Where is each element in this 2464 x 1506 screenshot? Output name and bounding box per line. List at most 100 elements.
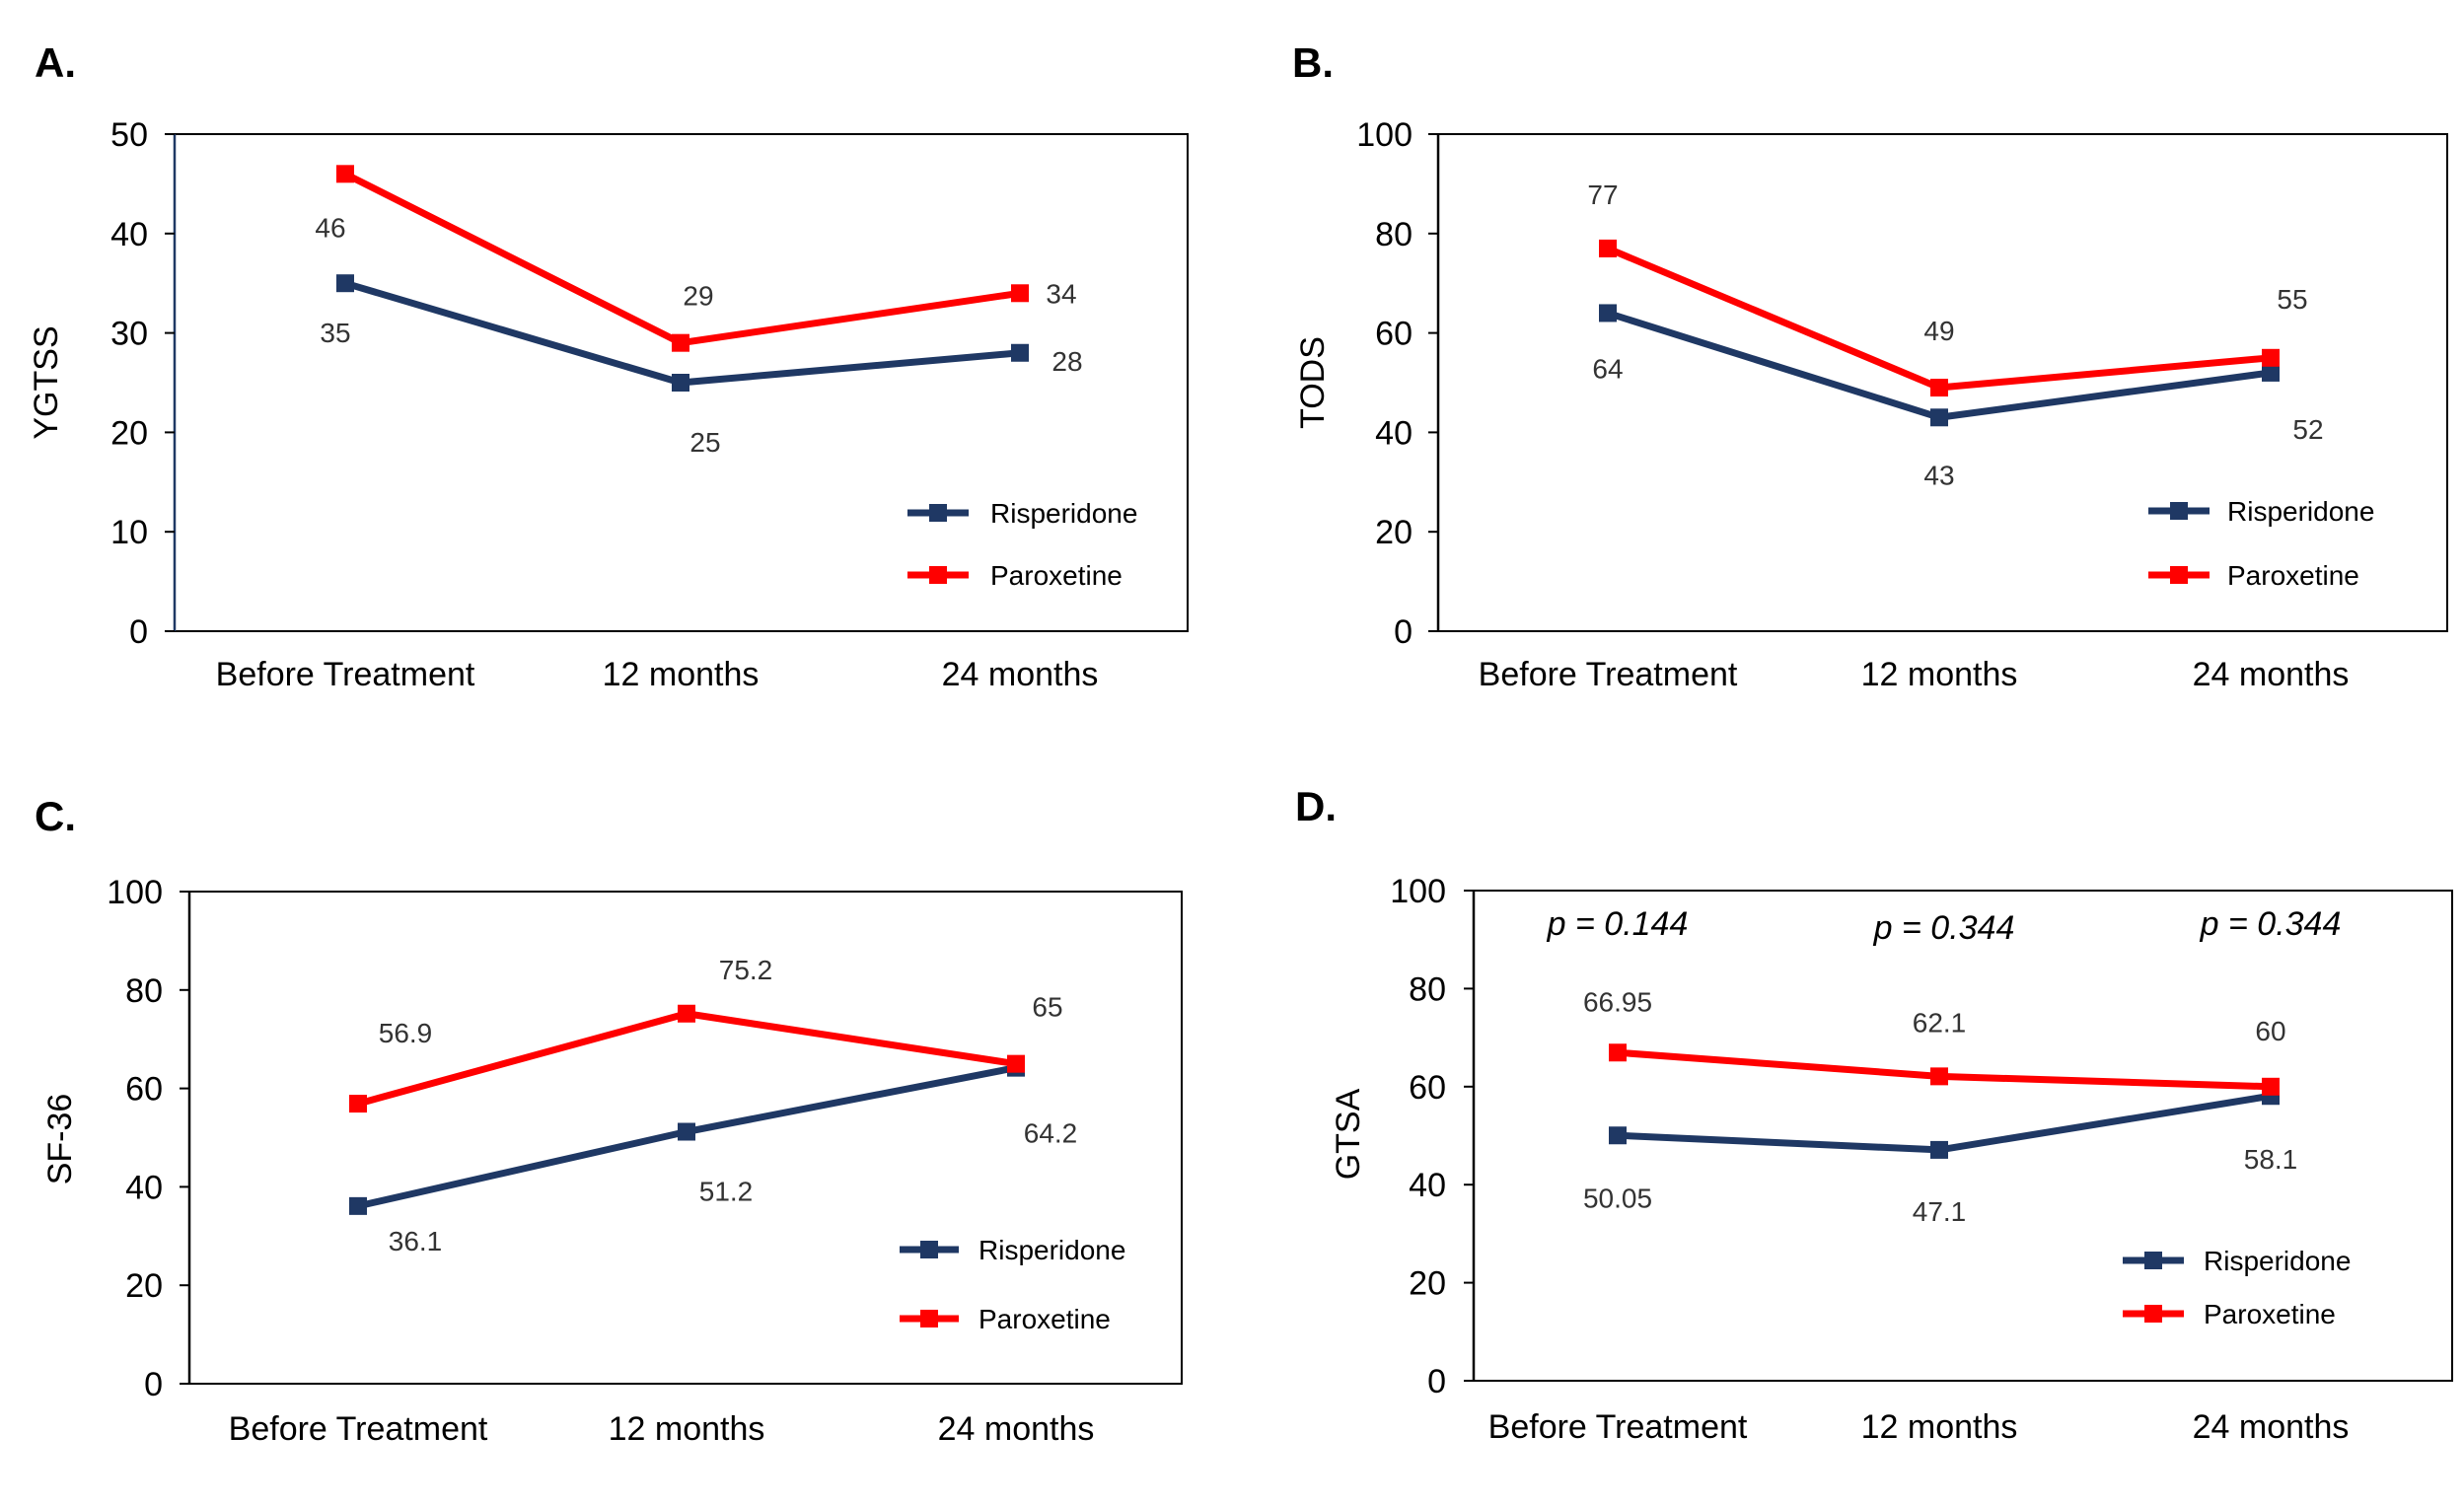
- legend-marker-risperidone: [929, 504, 947, 522]
- p-value-annotation: p = 0.144: [1547, 905, 1689, 943]
- y-tick-label: 0: [1394, 613, 1413, 651]
- legend: Risperidone Paroxetine: [907, 498, 1137, 591]
- legend-marker-risperidone: [920, 1241, 938, 1258]
- data-point-paroxetine: [2262, 1077, 2280, 1096]
- legend-label-paroxetine: Paroxetine: [2227, 560, 2359, 591]
- legend: Risperidone Paroxetine: [900, 1235, 1125, 1334]
- data-label: 60: [2255, 1016, 2285, 1046]
- x-tick-label: 24 months: [938, 1410, 1095, 1448]
- y-axis-label: SF-36: [41, 1094, 79, 1185]
- data-point-paroxetine: [672, 333, 689, 352]
- data-point-paroxetine: [349, 1095, 367, 1113]
- legend: Risperidone Paroxetine: [2123, 1246, 2351, 1329]
- y-tick-label: 50: [110, 116, 148, 154]
- y-tick-label: 0: [129, 613, 148, 651]
- data-point-risperidone: [678, 1122, 695, 1141]
- x-tick-label: Before Treatment: [1488, 1408, 1748, 1446]
- y-tick-label: 0: [144, 1366, 163, 1403]
- data-point-risperidone: [2262, 363, 2280, 382]
- y-tick-label: 0: [1427, 1363, 1446, 1400]
- data-label: 49: [1923, 316, 1954, 346]
- panel-label: C.: [35, 793, 76, 839]
- legend-label-risperidone: Risperidone: [2227, 496, 2374, 527]
- data-label: 62.1: [1913, 1007, 1967, 1038]
- x-tick-label: 24 months: [2193, 1408, 2350, 1446]
- y-axis-label: GTSA: [1330, 1088, 1367, 1180]
- y-tick-label: 40: [1409, 1167, 1446, 1204]
- x-tick-label: 12 months: [609, 1410, 765, 1448]
- y-tick-label: 60: [1409, 1069, 1446, 1107]
- x-tick-label: 12 months: [1861, 656, 2018, 693]
- data-label: 64.2: [1024, 1118, 1078, 1149]
- p-value-annotation: p = 0.344: [2200, 905, 2342, 943]
- y-tick-label: 40: [1375, 414, 1413, 452]
- y-tick-label: 40: [125, 1169, 163, 1206]
- y-tick-label: 10: [110, 514, 148, 551]
- chart-panel-d: D. 0 20 40 60 80 100 GTSA Before Treatment 12 mon…: [1295, 783, 2453, 1446]
- data-label: 36.1: [389, 1226, 443, 1256]
- chart-panel-b: B. 0 20 40 60 80 100 TODS Before Treatment 12 mon…: [1292, 39, 2448, 693]
- legend-marker-risperidone: [2170, 502, 2188, 520]
- y-tick-label: 60: [125, 1071, 163, 1109]
- legend: Risperidone Paroxetine: [2148, 496, 2374, 591]
- y-axis-label: TODS: [1294, 336, 1332, 429]
- data-point-risperidone: [1599, 304, 1617, 323]
- y-tick-label: 80: [125, 972, 163, 1010]
- x-tick-label: 24 months: [2193, 656, 2350, 693]
- chart-panel-c: C. 0 20 40 60 80 100 SF-36 Before Treatment 12 mo…: [35, 793, 1183, 1448]
- data-point-paroxetine: [2262, 348, 2280, 367]
- data-label: 46: [315, 212, 345, 243]
- data-point-paroxetine: [1007, 1054, 1025, 1073]
- y-tick-label: 20: [1409, 1265, 1446, 1303]
- y-tick-label: 20: [1375, 514, 1413, 551]
- data-point-risperidone: [672, 374, 689, 392]
- data-label: 56.9: [379, 1018, 433, 1048]
- x-tick-label: Before Treatment: [229, 1410, 488, 1448]
- data-label: 55: [2277, 284, 2307, 315]
- y-tick-label: 100: [1356, 116, 1413, 154]
- data-label: 75.2: [719, 955, 773, 985]
- y-tick-label: 80: [1375, 216, 1413, 253]
- x-tick-label: Before Treatment: [216, 656, 475, 693]
- y-tick-label: 20: [125, 1267, 163, 1305]
- data-point-paroxetine: [336, 165, 354, 183]
- data-label: 64: [1592, 353, 1623, 384]
- data-label: 50.05: [1583, 1183, 1652, 1213]
- x-tick-label: Before Treatment: [1479, 656, 1738, 693]
- data-label: 65: [1032, 992, 1062, 1023]
- y-tick-label: 80: [1409, 970, 1446, 1008]
- data-label: 28: [1051, 346, 1082, 377]
- legend-marker-paroxetine: [2170, 566, 2188, 584]
- y-tick-label: 20: [110, 414, 148, 452]
- data-point-paroxetine: [678, 1004, 695, 1023]
- legend-label-risperidone: Risperidone: [2204, 1246, 2351, 1276]
- data-label: 43: [1923, 460, 1954, 490]
- p-value-annotation: p = 0.344: [1873, 909, 2015, 947]
- data-label: 34: [1046, 278, 1076, 309]
- legend-label-risperidone: Risperidone: [990, 498, 1137, 529]
- data-point-risperidone: [1930, 1140, 1948, 1159]
- data-point-paroxetine: [1599, 239, 1617, 257]
- data-point-risperidone: [1011, 343, 1029, 362]
- panel-label: D.: [1295, 783, 1337, 829]
- y-tick-label: 30: [110, 316, 148, 353]
- legend-label-paroxetine: Paroxetine: [2204, 1299, 2336, 1329]
- legend-marker-paroxetine: [929, 566, 947, 584]
- panel-label: B.: [1292, 39, 1334, 86]
- data-label: 35: [320, 318, 350, 348]
- y-tick-label: 40: [110, 216, 148, 253]
- data-point-risperidone: [336, 274, 354, 293]
- data-label: 77: [1587, 179, 1618, 210]
- legend-label-paroxetine: Paroxetine: [978, 1304, 1111, 1334]
- y-tick-label: 100: [107, 874, 163, 911]
- data-label: 51.2: [699, 1177, 754, 1207]
- x-tick-label: 24 months: [942, 656, 1099, 693]
- data-point-paroxetine: [1930, 379, 1948, 397]
- legend-label-risperidone: Risperidone: [978, 1235, 1125, 1265]
- data-point-paroxetine: [1011, 284, 1029, 303]
- data-label: 66.95: [1583, 986, 1652, 1017]
- data-point-paroxetine: [1609, 1043, 1627, 1062]
- legend-marker-paroxetine: [920, 1310, 938, 1327]
- data-label: 52: [2292, 414, 2323, 445]
